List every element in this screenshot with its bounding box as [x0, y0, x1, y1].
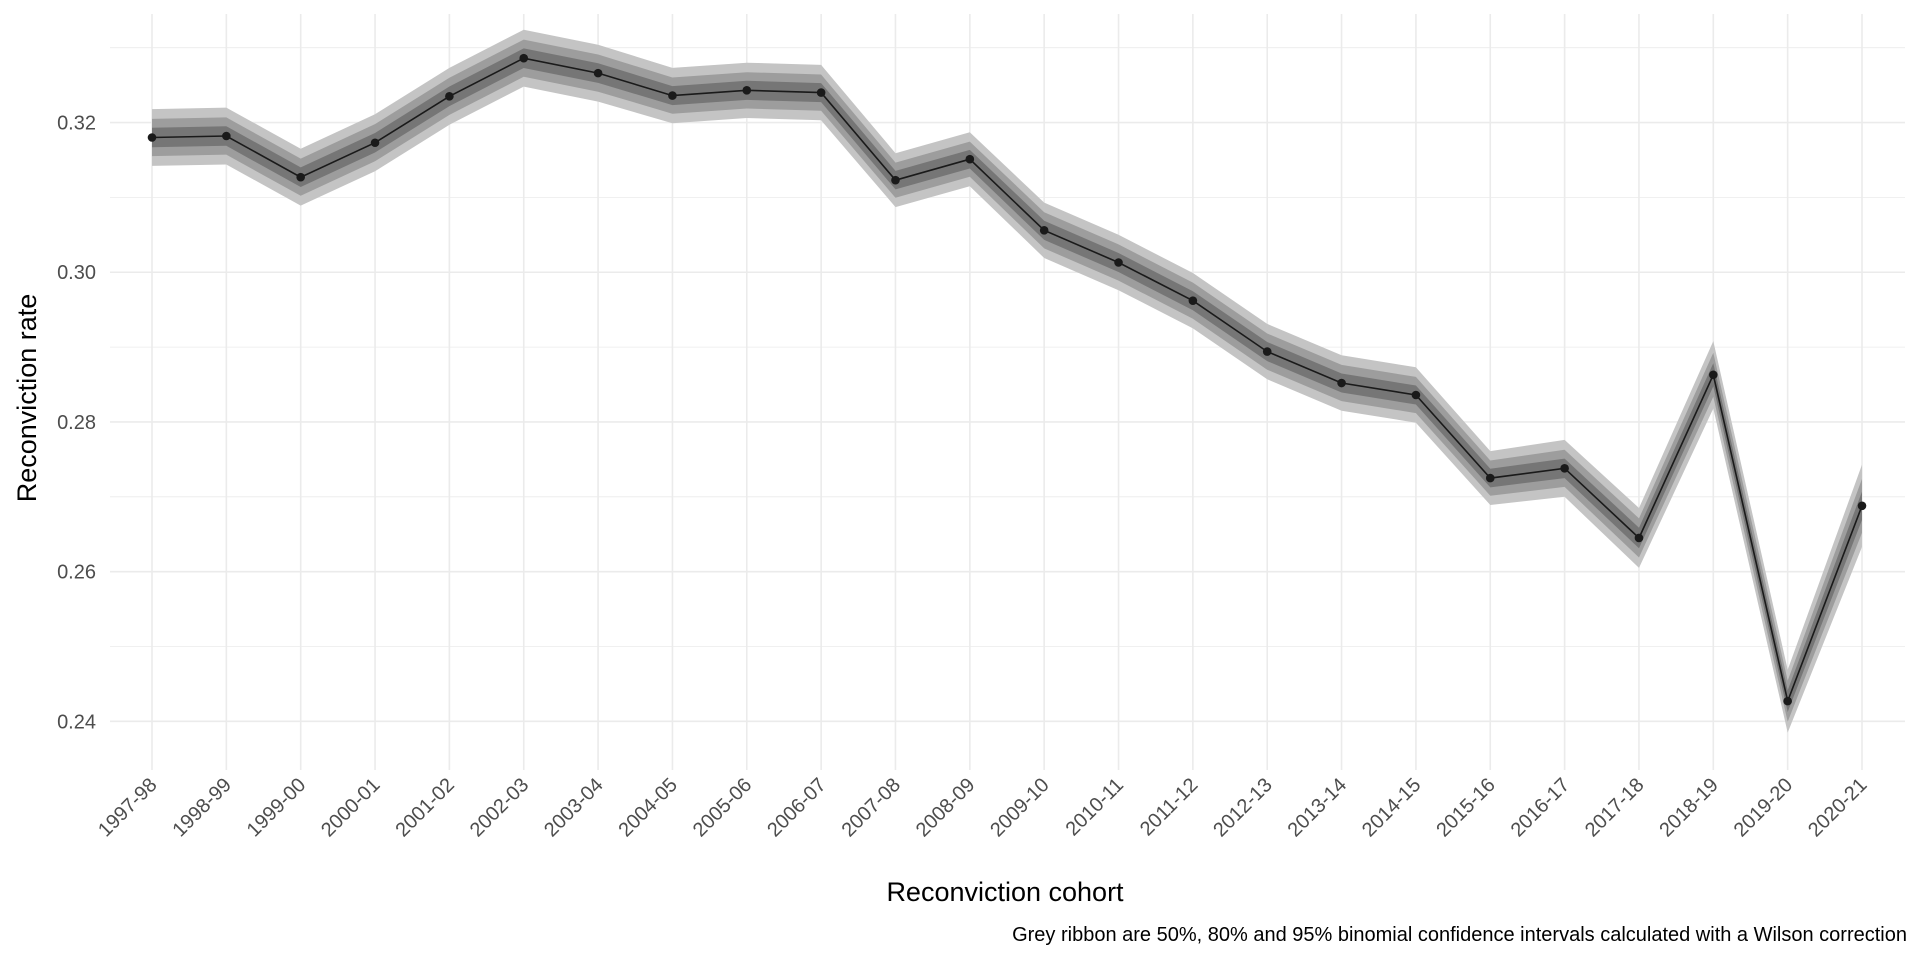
x-tick-label: 2018-19	[1655, 774, 1722, 841]
data-point	[965, 154, 975, 164]
y-tick-label: 0.32	[57, 113, 96, 135]
data-point	[1560, 464, 1569, 473]
x-tick-labels: 1997-98 1998-99 1999-00 2000-01 2001-02 2002-…	[94, 774, 1871, 841]
chart-caption: Grey ribbon are 50%, 80% and 95% binomia…	[1012, 924, 1907, 946]
x-tick-label: 2004-05	[615, 774, 682, 841]
y-tick-labels: 0.24 0.26 0.28 0.30 0.32	[57, 113, 96, 734]
data-point	[742, 86, 752, 95]
data-point	[1188, 296, 1198, 305]
x-tick-label: 2003-04	[540, 774, 607, 841]
x-tick-label: 2016-17	[1507, 774, 1574, 841]
data-point	[593, 68, 603, 78]
series-line	[151, 57, 1863, 704]
x-tick-label: 1999-00	[243, 774, 310, 841]
x-tick-label: 2012-13	[1209, 774, 1276, 841]
x-tick-label: 2005-06	[689, 774, 756, 841]
data-point	[668, 91, 677, 100]
data-point	[1039, 226, 1049, 235]
data-point	[816, 88, 826, 97]
data-point	[1337, 378, 1346, 388]
data-points	[147, 53, 1867, 706]
x-tick-label: 2000-01	[317, 774, 384, 841]
data-point	[1709, 370, 1718, 380]
x-tick-label: 2020-21	[1804, 774, 1871, 841]
data-point	[1783, 696, 1792, 706]
y-tick-label: 0.26	[57, 562, 96, 584]
data-point	[370, 138, 380, 148]
x-tick-label: 2006-07	[763, 774, 830, 841]
x-tick-label: 2014-15	[1358, 774, 1425, 841]
x-tick-label: 2013-14	[1284, 774, 1351, 841]
data-point	[1411, 390, 1421, 400]
data-point	[1634, 533, 1644, 543]
x-tick-label: 2007-08	[838, 774, 905, 841]
x-tick-label: 1997-98	[94, 774, 161, 841]
x-tick-label: 2017-18	[1581, 774, 1648, 841]
data-point	[445, 92, 454, 101]
x-tick-label: 2015-16	[1432, 774, 1499, 841]
x-tick-label: 2011-12	[1136, 774, 1202, 840]
series-line-group	[151, 57, 1863, 704]
data-point	[1262, 347, 1272, 356]
confidence-ribbons	[152, 29, 1862, 733]
x-tick-label: 2019-20	[1730, 774, 1797, 841]
data-point	[891, 175, 900, 185]
x-tick-label: 2009-10	[986, 774, 1053, 841]
data-point	[519, 53, 529, 63]
data-point	[1485, 473, 1495, 483]
y-tick-label: 0.24	[57, 711, 96, 733]
data-point	[222, 131, 231, 141]
data-point	[147, 133, 157, 142]
x-tick-label: 2008-09	[912, 774, 979, 841]
x-tick-label: 2002-03	[466, 774, 533, 841]
data-point	[1114, 258, 1123, 267]
y-tick-label: 0.28	[57, 412, 96, 434]
x-axis-title: Reconviction cohort	[886, 877, 1124, 907]
x-tick-label: 2001-02	[391, 774, 458, 841]
y-axis-title: Reconviction rate	[12, 294, 42, 503]
x-tick-label: 2010-11	[1062, 774, 1128, 840]
x-tick-label: 1998-99	[168, 774, 235, 841]
y-tick-label: 0.30	[57, 262, 96, 284]
ribbon-95	[152, 29, 1862, 733]
data-point	[296, 172, 305, 182]
data-point	[1857, 501, 1867, 511]
